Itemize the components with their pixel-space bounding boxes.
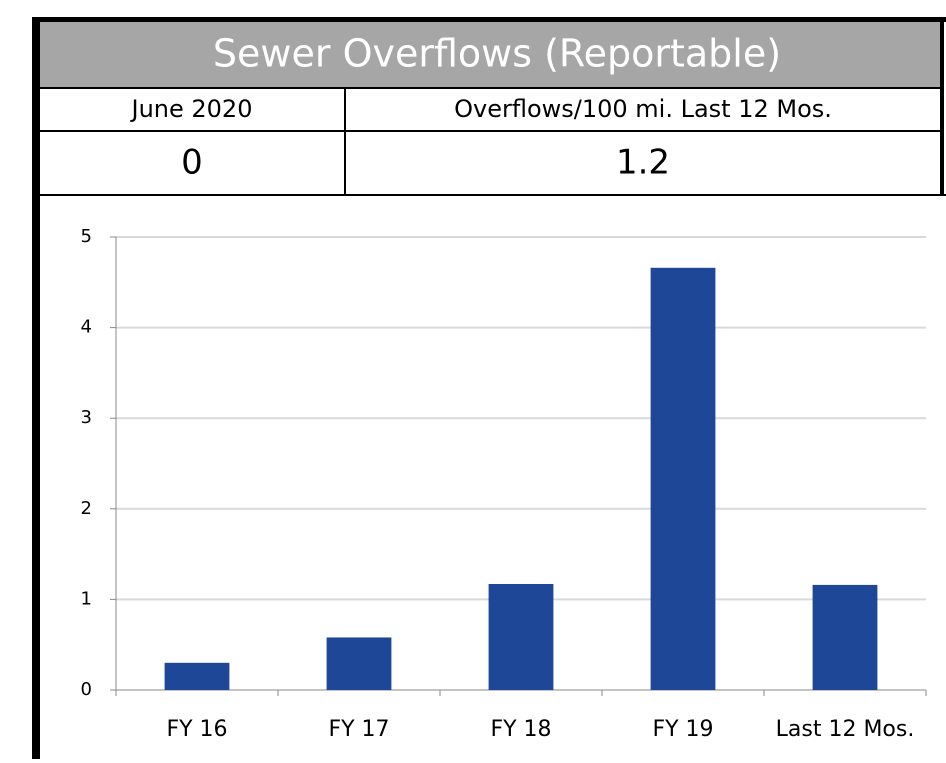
y-tick-label: 1: [81, 588, 92, 609]
y-tick-label: 3: [81, 407, 92, 428]
x-tick-label: FY 17: [328, 717, 389, 742]
y-tick-label: 0: [81, 679, 92, 700]
y-tick-label: 2: [81, 498, 92, 519]
x-tick-label: FY 19: [652, 717, 713, 742]
bar: [326, 637, 392, 690]
x-tick-label: Last 12 Mos.: [776, 717, 915, 742]
bar: [488, 583, 554, 690]
bar: [812, 584, 878, 690]
metric-value: 1.2: [616, 143, 670, 183]
y-tick-label: 4: [81, 317, 92, 338]
bar: [650, 267, 716, 690]
title-bar: [40, 22, 940, 87]
column-header: June 2020: [130, 95, 253, 123]
y-tick-label: 5: [81, 226, 92, 247]
x-tick-label: FY 18: [490, 717, 551, 742]
column-header: Overflows/100 mi. Last 12 Mos.: [454, 95, 832, 123]
x-tick-label: FY 16: [166, 717, 227, 742]
title: Sewer Overflows (Reportable): [213, 32, 781, 76]
metric-value: 0: [181, 143, 203, 183]
bar: [164, 662, 230, 690]
